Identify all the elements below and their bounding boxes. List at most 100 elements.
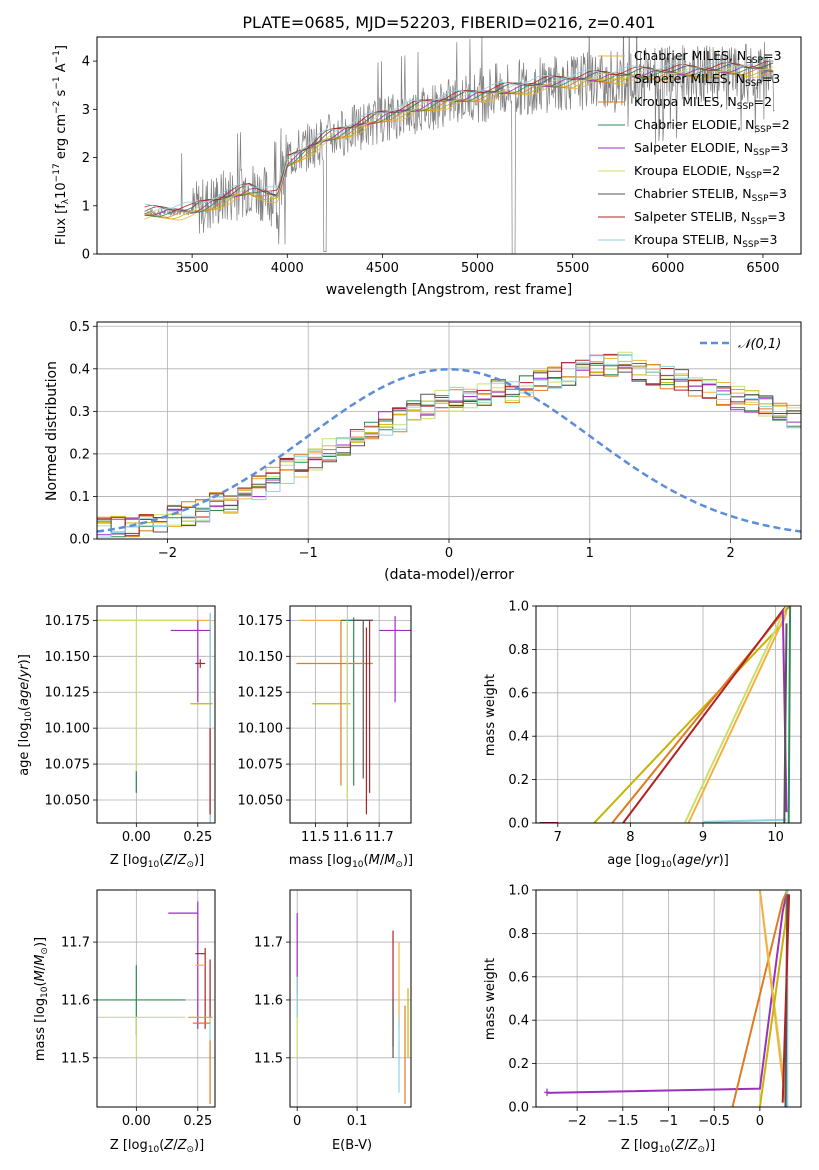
z-mass-plot: 0.00 0.25 11.5 11.6 11.7: [61, 889, 216, 1129]
x-tick-label: 0.00: [122, 1114, 151, 1129]
errorbar-group: [97, 901, 213, 1105]
y-tick-label: 11.5: [254, 1051, 283, 1066]
y-tick-label: 10.125: [45, 686, 91, 701]
x-tick-label: 7: [554, 830, 562, 845]
spectrum-lines: [144, 37, 775, 254]
z-mass-ylabel: mass [log10(M/M⊙)]: [33, 937, 50, 1061]
x-tick-label: 0.25: [183, 830, 212, 845]
y-tick-label: 10.175: [45, 614, 91, 629]
z-massweight-xlabel: Z [log10(Z/Z⊙)]: [621, 1138, 715, 1155]
z-age-plot: 0.00 0.25 10.050 10.075 10.100 10.125 10.150 10…: [45, 605, 216, 845]
x-tick-label: 4000: [271, 261, 304, 276]
x-tick-label: 11.6: [333, 830, 362, 845]
massweight-line: [622, 606, 788, 823]
z-age-ylabel: age [log10(age/yr)]: [17, 654, 34, 776]
z-age-xlabel: Z [log10(Z/Z⊙)]: [110, 853, 204, 870]
massweight-line: [787, 606, 792, 823]
plot-frame: [96, 36, 802, 255]
y-tick-label: 11.6: [61, 993, 90, 1008]
x-tick-label: −1: [299, 546, 318, 561]
y-tick-label: 0.0: [69, 533, 90, 548]
x-tick-label: −2: [568, 1114, 587, 1129]
ebv-mass-plot: 0 0.1 11.5 11.6 11.7: [254, 889, 412, 1129]
y-tick-label: 1.0: [508, 600, 529, 615]
model-spectrum: [144, 65, 774, 217]
plot-frame: [96, 889, 216, 1108]
y-tick-label: 0.6: [508, 970, 529, 985]
plot-frame: [96, 321, 802, 540]
legend-label: Salpeter STELIB, NSSP=3: [634, 209, 786, 227]
z-massweight-ylabel: mass weight: [483, 958, 498, 1040]
massweight-line: [683, 606, 788, 823]
y-tick-label: 1: [82, 199, 90, 214]
figure-title: PLATE=0685, MJD=52203, FIBERID=0216, z=0…: [242, 13, 655, 32]
legend-label: Chabrier MILES, NSSP=3: [634, 48, 782, 66]
legend-label: Kroupa ELODIE, NSSP=2: [634, 163, 780, 181]
histogram-step: [97, 354, 801, 538]
plot-frame: [535, 605, 802, 824]
y-tick-label: 11.6: [254, 993, 283, 1008]
mass-age-xlabel: mass [log10(M/M⊙)]: [289, 853, 413, 870]
x-tick-label: 0.00: [122, 830, 151, 845]
x-tick-label: 4500: [366, 261, 399, 276]
plot-frame: [96, 605, 216, 824]
model-spectrum: [144, 70, 774, 221]
spectrum-ylabel: Flux [fλ10−17 erg cm−2 s−1 A−1]: [52, 45, 71, 245]
x-tick-label: −2: [158, 546, 177, 561]
plot-frame: [535, 889, 802, 1108]
massweight-line: [731, 890, 789, 1107]
histogram-ylabel: Normed distribution: [44, 361, 60, 501]
data-spectrum: [144, 37, 775, 254]
spectrum-xlabel: wavelength [Angstrom, rest frame]: [326, 282, 572, 298]
x-tick-label: 9: [699, 830, 707, 845]
model-spectrum: [144, 60, 774, 211]
x-tick-label: 0: [445, 546, 453, 561]
y-tick-label: 10.050: [238, 794, 284, 809]
y-tick-label: 10.150: [45, 650, 91, 665]
massweight-line: [783, 623, 788, 823]
x-tick-label: 5500: [556, 261, 589, 276]
histogram-xlabel: (data-model)/error: [384, 567, 514, 583]
histogram-panel: −2 −1 0 1 2 0.0 0.1 0.2 0.3 0.4 0.5 (data-model)/e…: [44, 320, 802, 583]
legend-label: Chabrier STELIB, NSSP=3: [634, 186, 787, 204]
massweight-lines: [544, 890, 791, 1107]
y-tick-label: 0.6: [508, 686, 529, 701]
y-tick-label: 10.075: [238, 758, 284, 773]
errorbar-group: [296, 616, 411, 815]
y-tick-label: 0.0: [508, 817, 529, 832]
normal-legend-label: 𝒩(0,1): [738, 337, 781, 352]
spectrum-legend: Chabrier MILES, NSSP=3 Salpeter MILES, NS…: [598, 48, 790, 250]
y-tick-label: 10.100: [238, 722, 284, 737]
y-tick-label: 10.100: [45, 722, 91, 737]
age-massweight-plot: 7 8 9 10 0.0 0.2 0.4 0.6 0.8 1.0: [508, 600, 802, 845]
y-tick-label: 0.4: [69, 362, 90, 377]
z-mass-xlabel: Z [log10(Z/Z⊙)]: [110, 1138, 204, 1155]
x-tick-label: 0: [756, 1114, 764, 1129]
y-tick-label: 0.5: [69, 320, 90, 335]
y-tick-label: 0.8: [508, 927, 529, 942]
legend-label: Salpeter ELODIE, NSSP=3: [634, 140, 788, 158]
histogram-plot-area: −2 −1 0 1 2 0.0 0.1 0.2 0.3 0.4 0.5: [69, 320, 802, 561]
legend-label: Kroupa MILES, NSSP=2: [634, 94, 772, 112]
x-tick-label: 3500: [176, 261, 209, 276]
x-tick-label: 6000: [651, 261, 684, 276]
y-tick-label: 0.8: [508, 643, 529, 658]
histogram-step: [97, 353, 801, 534]
y-tick-label: 11.7: [61, 936, 90, 951]
legend-label: Chabrier ELODIE, NSSP=2: [634, 117, 790, 135]
y-tick-label: 11.7: [254, 936, 283, 951]
ebv-mass-xlabel: E(B-V): [332, 1138, 372, 1153]
x-tick-label: 10: [767, 830, 784, 845]
y-tick-label: 1.0: [508, 884, 529, 899]
x-tick-label: 11.7: [365, 830, 394, 845]
x-tick-label: 2: [726, 546, 734, 561]
x-tick-label: 0.25: [183, 1114, 212, 1129]
y-tick-label: 0.3: [69, 405, 90, 420]
y-tick-label: 3: [82, 103, 90, 118]
age-massweight-ylabel: mass weight: [483, 674, 498, 756]
spectrum-panel: 3500 4000 4500 5000 5500 6000 6500 0 1 2 3 4 wavele…: [52, 36, 802, 298]
y-tick-label: 10.075: [45, 758, 91, 773]
legend-label: Salpeter MILES, NSSP=3: [634, 71, 780, 89]
errorbar-group: [97, 613, 213, 823]
